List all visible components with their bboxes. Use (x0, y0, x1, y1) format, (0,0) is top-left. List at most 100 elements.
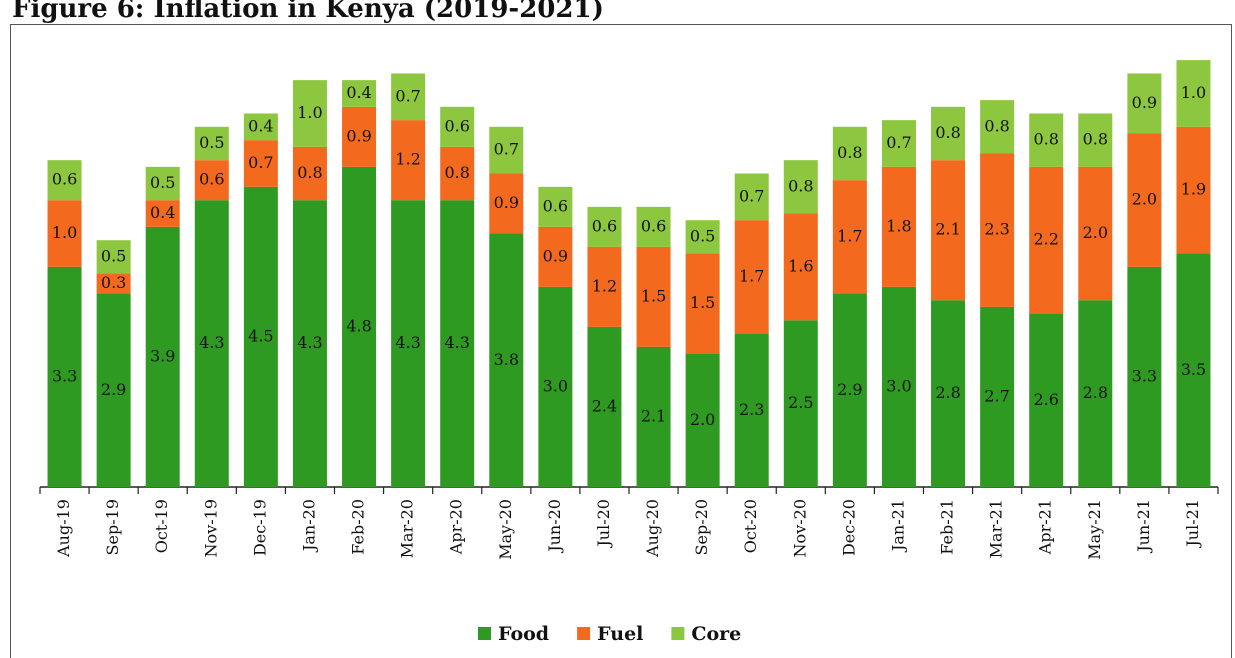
x-tick-label: Jun-21 (1134, 499, 1153, 554)
value-label: 3.3 (1132, 366, 1157, 385)
x-tick-label: Nov-20 (790, 499, 809, 557)
value-label: 0.5 (199, 133, 224, 152)
bar-segment (1078, 113, 1113, 167)
bar-segment (47, 160, 82, 201)
value-label: 1.2 (592, 276, 617, 295)
value-label: 0.8 (935, 123, 960, 142)
bar-segment (489, 233, 524, 487)
bar-segment (783, 213, 818, 321)
value-label: 2.3 (984, 220, 1009, 239)
value-label: 1.9 (1181, 180, 1206, 199)
value-label: 0.6 (641, 216, 666, 235)
bar-segment (587, 206, 622, 247)
value-label: 2.8 (935, 383, 960, 402)
value-label: 0.8 (1083, 130, 1108, 149)
bar-segment (391, 120, 426, 201)
value-label: 1.5 (641, 286, 666, 305)
x-tick-label: Mar-20 (398, 499, 417, 558)
legend-label: Food (498, 623, 549, 645)
value-label: 3.5 (1181, 360, 1206, 379)
bar-segment (194, 200, 229, 487)
value-label: 2.8 (1083, 383, 1108, 402)
bar-segment (734, 220, 769, 334)
value-label: 1.0 (297, 103, 322, 122)
value-label: 1.0 (52, 223, 77, 242)
value-label: 2.7 (984, 386, 1009, 405)
value-label: 2.1 (641, 406, 666, 425)
value-label: 2.1 (935, 220, 960, 239)
value-label: 0.8 (297, 163, 322, 182)
value-label: 2.4 (592, 396, 617, 415)
value-label: 1.7 (837, 226, 862, 245)
bar-segment (1127, 133, 1162, 267)
value-label: 2.5 (788, 393, 813, 412)
value-label: 1.6 (788, 256, 813, 275)
value-label: 4.8 (346, 316, 371, 335)
value-label: 0.7 (395, 86, 420, 105)
x-tick-label: Oct-19 (152, 499, 171, 553)
bar-segment (734, 333, 769, 487)
legend-label: Core (691, 623, 741, 645)
value-label: 0.6 (52, 170, 77, 189)
value-label: 1.0 (1181, 83, 1206, 102)
bar-segment (292, 80, 327, 147)
bar-segment (881, 120, 916, 167)
bar-segment (783, 160, 818, 214)
bar-segment (636, 346, 671, 487)
value-label: 2.0 (1132, 190, 1157, 209)
value-label: 0.5 (101, 246, 126, 265)
bar-segment (980, 100, 1015, 154)
bar-segment (47, 266, 82, 487)
value-label: 0.6 (543, 196, 568, 215)
bar-segment (145, 226, 180, 487)
bar-segment (931, 300, 966, 487)
value-label: 2.2 (1033, 230, 1058, 249)
bar-segment (636, 246, 671, 347)
value-label: 0.6 (444, 116, 469, 135)
bar-segment (685, 353, 720, 487)
bar-segment (832, 293, 867, 487)
x-tick-label: Jan-20 (299, 499, 318, 553)
bar-segment (1078, 300, 1113, 487)
value-label: 2.6 (1033, 390, 1058, 409)
x-tick-label: Dec-19 (250, 499, 269, 556)
bar-segment (685, 220, 720, 254)
value-label: 1.5 (690, 293, 715, 312)
x-tick-label: Sep-19 (103, 499, 122, 555)
value-label: 0.6 (592, 216, 617, 235)
bar-segment (636, 206, 671, 247)
value-label: 0.7 (886, 133, 911, 152)
x-tick-label: May-20 (496, 499, 515, 560)
value-label: 1.8 (886, 216, 911, 235)
x-tick-label: Jan-21 (888, 499, 907, 553)
bar-segment (194, 126, 229, 161)
x-tick-label: Oct-20 (741, 499, 760, 553)
bar-segment (685, 253, 720, 354)
value-label: 0.8 (984, 116, 1009, 135)
chart-title: Figure 6: Inflation in Kenya (2019-2021) (12, 0, 604, 24)
bar-segment (538, 286, 573, 487)
bar-segment (832, 180, 867, 294)
bar-segment (1029, 313, 1064, 487)
value-label: 3.0 (886, 376, 911, 395)
value-label: 1.7 (739, 266, 764, 285)
legend: Food Fuel Core (478, 623, 741, 645)
x-tick-label: Apr-21 (1036, 499, 1055, 555)
bar-segment (440, 106, 475, 147)
value-label: 3.9 (150, 346, 175, 365)
bar-segment (145, 200, 180, 227)
value-label: 3.3 (52, 366, 77, 385)
bar-segment (342, 166, 377, 487)
bar-segment (194, 160, 229, 201)
bar-segment (1029, 166, 1064, 314)
bar-segment (96, 240, 131, 274)
value-label: 3.8 (494, 350, 519, 369)
bar-segment (391, 200, 426, 487)
bar-segment (1127, 266, 1162, 487)
value-label: 0.4 (248, 116, 273, 135)
bar-segment (980, 306, 1015, 487)
bar-segment (587, 246, 622, 327)
value-label: 4.3 (395, 333, 420, 352)
value-label: 0.3 (101, 273, 126, 292)
